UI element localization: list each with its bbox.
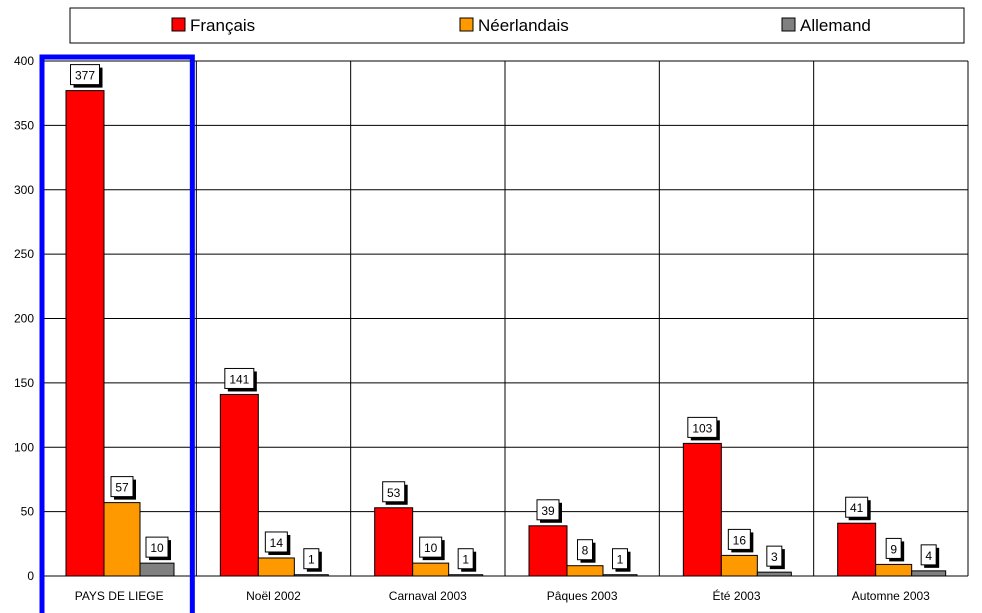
data-label-box [577, 539, 593, 561]
data-label-box [382, 481, 406, 503]
x-tick-label: PAYS DE LIEGE [75, 589, 164, 603]
data-label-box [727, 528, 751, 550]
bar [911, 570, 947, 577]
bar [374, 507, 414, 577]
data-label-box [920, 544, 937, 566]
y-tick-label: 250 [14, 247, 34, 261]
data-label-box [303, 548, 320, 570]
data-label-box [766, 545, 783, 567]
data-label-box [536, 499, 560, 521]
data-label-box [612, 548, 628, 570]
bar [756, 571, 792, 577]
bar [720, 554, 758, 577]
data-label: 1 [462, 553, 469, 567]
bar [257, 557, 295, 577]
bar [528, 525, 568, 577]
axes: 0 50 100 150 200 250 300 350 400 PAYS DE LIEGE Noë… [14, 54, 930, 603]
data-label: 103 [692, 421, 712, 435]
y-tick-label: 100 [14, 440, 34, 454]
bar [566, 565, 604, 577]
data-label: 10 [424, 541, 438, 555]
bar [219, 393, 259, 577]
bar [837, 522, 877, 577]
legend: Français Néerlandais Allemand [69, 7, 965, 44]
legend-label: Allemand [800, 16, 871, 35]
data-label: 9 [890, 542, 897, 556]
bar [602, 574, 638, 577]
bar [448, 574, 484, 577]
data-label: 8 [582, 544, 589, 558]
x-tick-label: Automne 2003 [852, 589, 930, 603]
data-label-box [110, 476, 134, 498]
x-tick-label: Pâques 2003 [547, 589, 618, 603]
data-label-box [885, 537, 902, 559]
x-tick-label: Été 2003 [712, 588, 760, 603]
y-tick-label: 400 [14, 54, 34, 68]
data-label: 16 [733, 533, 747, 547]
bar [103, 502, 141, 577]
data-label: 141 [229, 372, 249, 386]
bar [293, 574, 329, 577]
legend-swatch [459, 17, 474, 32]
data-label-box [419, 536, 443, 558]
data-label-box [264, 531, 288, 553]
bar [65, 90, 105, 577]
y-tick-label: 300 [14, 183, 34, 197]
legend-label: Français [190, 16, 255, 35]
highlight-box [39, 54, 195, 613]
legend-box [69, 7, 965, 44]
data-label-box [457, 548, 474, 570]
y-tick-label: 350 [14, 118, 34, 132]
data-label: 3 [771, 550, 778, 564]
data-label: 39 [541, 504, 555, 518]
y-tick-label: 50 [21, 505, 35, 519]
y-tick-label: 200 [14, 312, 34, 326]
y-tick-label: 150 [14, 376, 34, 390]
data-label: 41 [850, 501, 864, 515]
data-label: 53 [387, 486, 401, 500]
bar [682, 442, 722, 577]
data-label: 57 [115, 481, 129, 495]
highlight-rect [39, 54, 195, 613]
x-tick-label: Carnaval 2003 [389, 589, 467, 603]
data-label: 14 [270, 536, 284, 550]
data-label-box [224, 367, 255, 389]
x-tick-label: Noël 2002 [246, 589, 301, 603]
legend-swatch [171, 17, 186, 32]
data-label: 4 [925, 549, 932, 563]
data-label-box [845, 496, 869, 518]
bar [412, 562, 450, 577]
data-label: 1 [617, 553, 624, 567]
bar [875, 563, 913, 577]
bar [139, 562, 175, 577]
data-label: 377 [75, 69, 95, 83]
legend-label: Néerlandais [478, 16, 569, 35]
gridlines [41, 60, 969, 577]
legend-swatch [781, 17, 796, 32]
data-label: 10 [150, 541, 164, 555]
data-label-box [70, 64, 100, 86]
bars [65, 90, 947, 577]
data-label: 1 [308, 553, 315, 567]
data-label-box [687, 416, 718, 438]
y-tick-label: 0 [27, 569, 34, 583]
data-label-box [145, 536, 169, 558]
